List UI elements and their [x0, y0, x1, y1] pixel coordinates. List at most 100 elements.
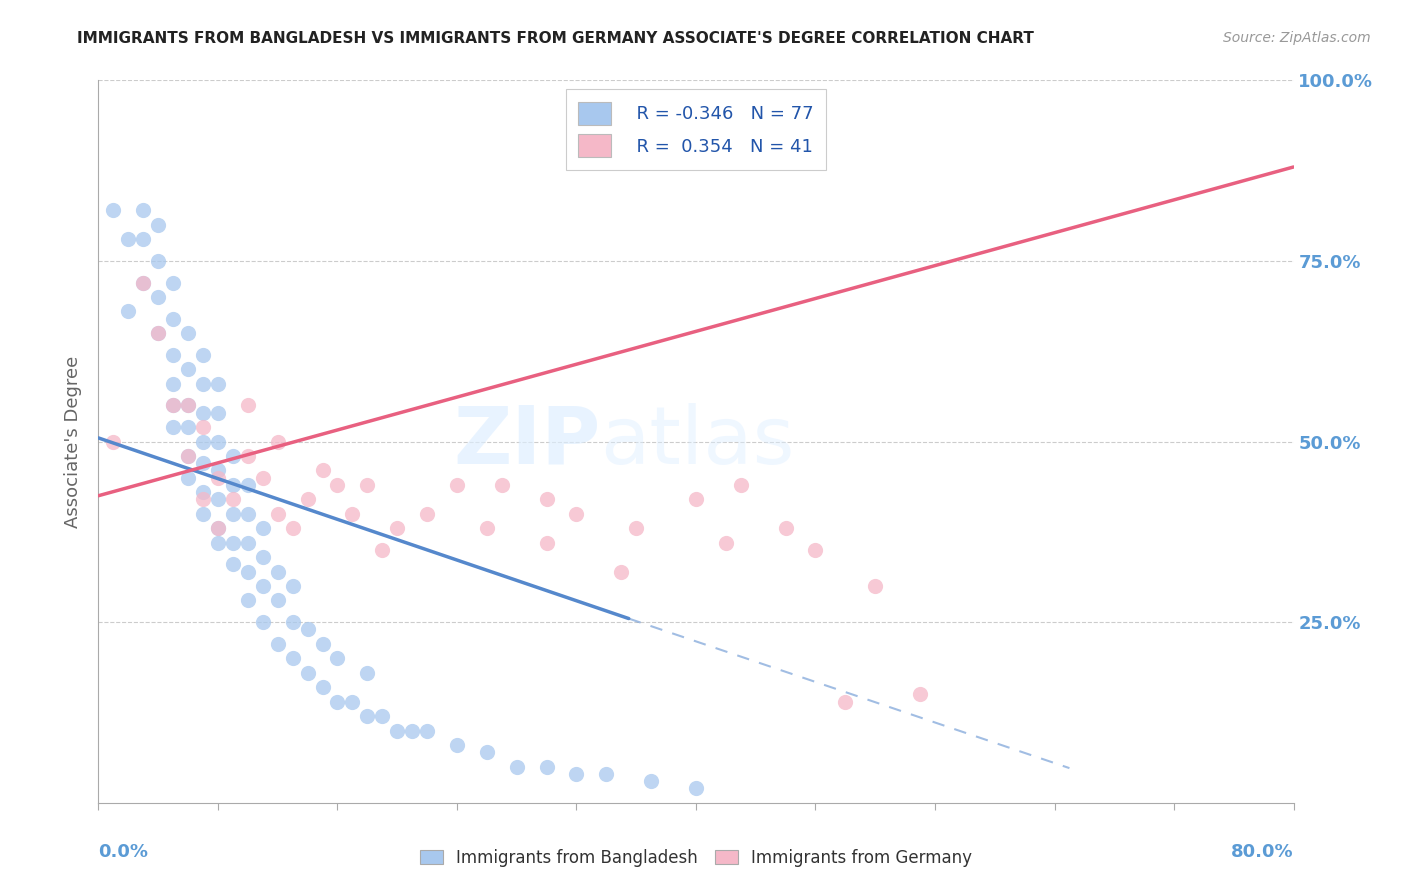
Point [356, 478, 378, 492]
Point [536, 535, 558, 549]
Point [385, 521, 409, 535]
Point [252, 470, 274, 484]
Point [207, 406, 229, 420]
Point [117, 232, 139, 246]
Point [162, 398, 184, 412]
Point [207, 492, 229, 507]
Point [222, 507, 245, 521]
Point [191, 492, 214, 507]
Point [281, 521, 304, 535]
Point [610, 565, 633, 579]
Point [177, 449, 200, 463]
Point [236, 593, 259, 607]
Point [236, 449, 259, 463]
Point [162, 398, 184, 412]
Point [236, 478, 259, 492]
Point [446, 738, 468, 752]
Point [191, 376, 214, 391]
Point [626, 521, 648, 535]
Text: ZIP: ZIP [453, 402, 600, 481]
Point [506, 760, 529, 774]
Point [162, 376, 184, 391]
Text: 0.0%: 0.0% [98, 843, 149, 861]
Point [191, 507, 214, 521]
Point [252, 615, 274, 630]
Point [342, 507, 364, 521]
Point [236, 507, 259, 521]
Point [177, 420, 200, 434]
Point [252, 579, 274, 593]
Point [162, 276, 184, 290]
Text: Source: ZipAtlas.com: Source: ZipAtlas.com [1223, 31, 1371, 45]
Point [595, 767, 617, 781]
Point [565, 767, 588, 781]
Point [267, 507, 290, 521]
Point [908, 687, 931, 701]
Point [267, 565, 290, 579]
Point [311, 463, 333, 477]
Point [191, 434, 214, 449]
Point [536, 760, 558, 774]
Point [416, 723, 439, 738]
Point [148, 326, 170, 340]
Point [311, 637, 333, 651]
Point [207, 535, 229, 549]
Point [207, 470, 229, 484]
Point [834, 695, 856, 709]
Point [207, 376, 229, 391]
Point [132, 232, 155, 246]
Point [236, 535, 259, 549]
Point [401, 723, 423, 738]
Point [117, 304, 139, 318]
Point [804, 542, 827, 557]
Point [207, 521, 229, 535]
Point [236, 565, 259, 579]
Point [281, 651, 304, 665]
Point [191, 485, 214, 500]
Point [177, 470, 200, 484]
Point [565, 507, 588, 521]
Point [297, 492, 319, 507]
Point [371, 542, 394, 557]
Point [685, 781, 707, 796]
Point [297, 623, 319, 637]
Point [267, 593, 290, 607]
Point [162, 311, 184, 326]
Point [356, 665, 378, 680]
Point [103, 203, 125, 218]
Point [191, 420, 214, 434]
Point [177, 398, 200, 412]
Point [446, 478, 468, 492]
Point [177, 398, 200, 412]
Point [103, 434, 125, 449]
Point [177, 362, 200, 376]
Point [311, 680, 333, 694]
Point [491, 478, 513, 492]
Point [730, 478, 752, 492]
Point [222, 535, 245, 549]
Legend: Immigrants from Bangladesh, Immigrants from Germany: Immigrants from Bangladesh, Immigrants f… [419, 848, 973, 867]
Point [371, 709, 394, 723]
Point [267, 434, 290, 449]
Point [640, 774, 662, 789]
Point [148, 290, 170, 304]
Point [252, 550, 274, 565]
Point [132, 276, 155, 290]
Point [177, 449, 200, 463]
Point [475, 521, 498, 535]
Point [191, 406, 214, 420]
Point [222, 449, 245, 463]
Point [475, 745, 498, 759]
Point [207, 521, 229, 535]
Point [236, 398, 259, 412]
Point [207, 434, 229, 449]
Point [281, 615, 304, 630]
Point [342, 695, 364, 709]
Point [162, 348, 184, 362]
Text: atlas: atlas [600, 402, 794, 481]
Point [326, 651, 349, 665]
Point [326, 695, 349, 709]
Point [714, 535, 737, 549]
Point [191, 348, 214, 362]
Point [416, 507, 439, 521]
